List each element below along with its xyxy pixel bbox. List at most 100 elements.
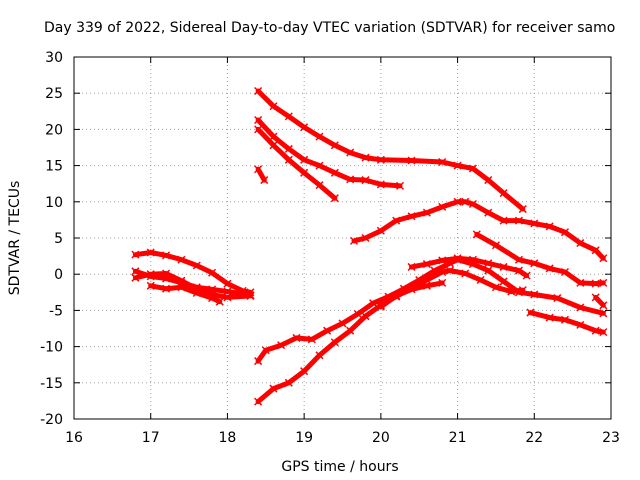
data-point — [361, 233, 370, 243]
data-point — [514, 255, 523, 264]
data-point — [422, 260, 431, 269]
data-point — [453, 254, 462, 263]
data-point — [338, 319, 347, 328]
data-point — [468, 255, 477, 264]
series-line-arc-5 — [255, 88, 526, 212]
data-point — [300, 367, 309, 376]
data-point — [396, 181, 405, 190]
data-point — [407, 285, 416, 294]
data-point — [526, 308, 535, 317]
data-point — [499, 277, 508, 286]
data-point — [269, 132, 278, 141]
data-point — [499, 262, 508, 271]
data-point — [349, 236, 359, 245]
data-point — [518, 205, 527, 214]
data-point — [522, 271, 531, 280]
data-point — [315, 161, 324, 170]
y-tick-label: 0 — [54, 267, 63, 283]
data-point — [507, 287, 516, 296]
data-point — [215, 297, 224, 306]
data-point — [468, 164, 477, 173]
data-point — [599, 278, 608, 287]
data-point — [576, 320, 585, 329]
data-point — [438, 278, 447, 287]
series-line-arc-6 — [255, 117, 403, 189]
data-point — [422, 281, 431, 290]
y-tick-label: 15 — [45, 159, 63, 175]
data-point — [208, 294, 217, 303]
data-point — [346, 326, 355, 335]
x-tick-label: 20 — [372, 430, 390, 446]
data-point — [177, 276, 186, 285]
data-point — [254, 86, 263, 96]
data-point — [223, 293, 232, 302]
data-point — [545, 222, 554, 231]
data-point — [599, 254, 608, 263]
data-point — [591, 326, 600, 335]
data-point — [392, 216, 401, 225]
data-point — [484, 176, 493, 185]
data-point — [330, 338, 339, 347]
data-point — [177, 255, 186, 264]
ticks — [73, 56, 612, 420]
data-point — [599, 301, 608, 310]
data-point — [518, 286, 527, 295]
y-tick-label: -10 — [40, 340, 63, 356]
data-point — [576, 278, 585, 287]
x-tick-label: 22 — [525, 430, 543, 446]
data-point — [300, 123, 309, 132]
data-point — [361, 176, 370, 185]
data-point — [438, 256, 447, 265]
data-point — [131, 273, 140, 282]
data-point — [146, 281, 155, 290]
y-axis-label: SDTVAR / TECUs — [7, 181, 23, 296]
data-point — [254, 165, 263, 174]
x-axis-label: GPS time / hours — [281, 459, 398, 475]
data-point — [491, 283, 500, 292]
data-point — [277, 341, 286, 350]
data-point — [260, 176, 269, 185]
data-point — [369, 299, 378, 308]
y-tick-label: 5 — [54, 231, 63, 247]
data-point — [461, 197, 470, 206]
data-point — [484, 266, 493, 275]
data-point — [162, 269, 171, 278]
data-point — [376, 302, 385, 311]
data-point — [330, 194, 339, 203]
data-point — [284, 144, 293, 153]
data-point — [292, 333, 301, 342]
y-tick-label: 20 — [45, 122, 63, 138]
data-point — [353, 309, 362, 319]
data-point — [223, 279, 232, 288]
data-point — [346, 175, 355, 184]
data-point — [269, 141, 278, 150]
series-layer — [131, 86, 608, 406]
data-point — [484, 259, 493, 268]
data-point — [438, 157, 447, 167]
data-point — [438, 202, 447, 211]
data-point — [514, 216, 523, 225]
data-point — [499, 216, 508, 225]
data-point — [560, 315, 570, 324]
data-point — [330, 141, 339, 150]
data-point — [254, 125, 263, 134]
data-point — [599, 309, 608, 318]
data-point — [576, 303, 585, 312]
data-point — [246, 291, 255, 300]
data-point — [576, 239, 585, 248]
y-tick-label: -20 — [40, 412, 63, 428]
data-point — [392, 291, 401, 300]
data-point — [131, 267, 140, 276]
data-point — [560, 267, 570, 277]
data-point — [254, 115, 263, 125]
data-point — [300, 155, 309, 164]
data-point — [553, 294, 562, 303]
data-point — [591, 246, 600, 255]
data-point — [284, 155, 293, 164]
data-point — [499, 189, 508, 198]
data-point — [131, 250, 140, 259]
data-point — [269, 384, 278, 393]
data-point — [376, 180, 385, 189]
